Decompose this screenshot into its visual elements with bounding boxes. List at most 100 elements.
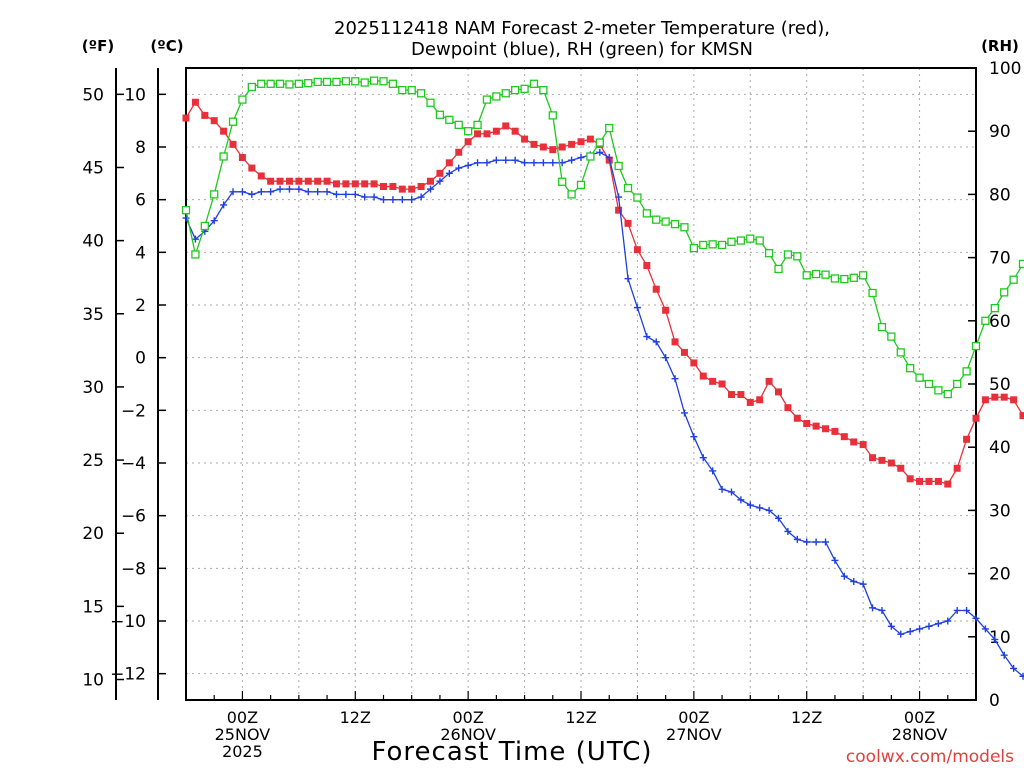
temperature-point: [530, 140, 538, 148]
fahrenheit-tick-label: 20: [82, 524, 104, 544]
rh-point: [764, 249, 774, 258]
temperature-point: [238, 154, 246, 162]
temperature-point: [803, 420, 811, 427]
dewpoint-point: [1019, 672, 1024, 680]
dewpoint-point: [624, 275, 632, 283]
rh-point: [840, 274, 849, 284]
rh-point: [783, 250, 793, 259]
rh-point: [304, 79, 313, 88]
dewpoint-point: [812, 538, 820, 546]
dewpoint-point: [756, 504, 764, 512]
temperature-point: [699, 372, 707, 380]
fahrenheit-tick-label: 30: [82, 378, 104, 398]
dewpoint-point: [577, 154, 585, 162]
rh-point: [332, 77, 341, 87]
dewpoint-point: [822, 538, 830, 546]
dewpoint-point: [417, 193, 425, 201]
dewpoint-point: [210, 217, 218, 225]
rh-point: [313, 77, 322, 87]
dewpoint-point: [1010, 664, 1018, 672]
temperature-point: [220, 127, 228, 135]
temperature-point: [916, 477, 924, 485]
celsius-tick-label: 8: [135, 138, 146, 158]
temperature-point: [511, 127, 519, 135]
temperature-point: [906, 475, 914, 483]
dewpoint-point: [332, 190, 340, 198]
dewpoint-point: [248, 190, 256, 198]
rh-point: [200, 221, 209, 231]
dewpoint-point: [897, 630, 905, 638]
temperature-point: [342, 180, 350, 188]
dewpoint-point: [671, 375, 679, 383]
credit-label: coolwx.com/models: [846, 747, 1014, 767]
temperature-point: [229, 140, 237, 148]
rh-point: [981, 316, 990, 325]
temperature-point: [408, 185, 416, 193]
temperature-point: [737, 391, 745, 399]
dewpoint-point: [605, 154, 613, 162]
fahrenheit-tick-label: 15: [82, 597, 104, 617]
temperature-point: [624, 219, 632, 227]
x-tick-label: 12Z: [565, 708, 596, 727]
rh-point: [558, 177, 567, 186]
rh-point: [971, 341, 981, 351]
rh-point: [793, 252, 802, 261]
fahrenheit-unit-label: (ºF): [82, 37, 114, 55]
temperature-point: [577, 138, 585, 146]
rh-point: [661, 217, 670, 226]
rh-tick-label: 20: [989, 565, 1011, 585]
dewpoint-point: [953, 606, 961, 614]
temperature-point: [436, 169, 444, 177]
rh-point: [398, 85, 407, 95]
dewpoint-point: [690, 433, 698, 441]
dewpoint-point: [483, 159, 491, 167]
rh-point: [482, 95, 492, 104]
temperature-point: [398, 185, 406, 193]
temperature-point: [1019, 412, 1024, 420]
temperature-point: [793, 414, 801, 422]
chart-title-line-2: Dewpoint (blue), RH (green) for KMSN: [411, 39, 753, 60]
temperature-point: [963, 435, 971, 443]
rh-point: [567, 190, 576, 199]
temperature-point: [568, 140, 576, 148]
dewpoint-point: [502, 156, 510, 164]
temperature-point: [427, 177, 435, 185]
x-tick-label: 12Z: [340, 708, 371, 727]
rh-point: [614, 161, 623, 171]
temperature-point: [370, 180, 378, 188]
temperature-point: [210, 117, 218, 125]
rh-point: [896, 348, 905, 357]
fahrenheit-tick-label: 10: [82, 671, 104, 691]
rh-point: [915, 373, 924, 382]
rh-point: [849, 273, 858, 282]
rh-point: [294, 79, 304, 88]
dewpoint-point: [596, 148, 604, 156]
temperature-point: [784, 404, 792, 412]
temperature-point: [652, 285, 660, 293]
dewpoint-point: [474, 159, 482, 167]
dewpoint-point: [840, 572, 848, 580]
rh-tick-label: 60: [989, 312, 1011, 332]
dewpoint-point: [398, 196, 406, 204]
dewpoint-point: [831, 556, 839, 564]
dewpoint-point: [991, 635, 999, 643]
dewpoint-point: [803, 538, 811, 546]
dewpoint-point: [633, 304, 641, 312]
dewpoint-point: [436, 177, 444, 185]
x-tick-label: 00Z: [227, 708, 258, 727]
temperature-point: [558, 143, 566, 151]
temperature-point: [380, 183, 387, 190]
rh-tick-label: 100: [989, 59, 1021, 79]
temperature-point: [944, 480, 952, 488]
dewpoint-point: [775, 514, 782, 522]
x-tick-label: 12Z: [791, 708, 822, 727]
temperature-point: [464, 138, 472, 146]
rh-point: [360, 78, 369, 87]
rh-point: [670, 219, 680, 229]
temperature-point: [455, 148, 463, 156]
rh-point: [642, 209, 651, 218]
temperature-point: [887, 459, 895, 467]
temperature-point: [662, 306, 670, 314]
temperature-point: [248, 164, 256, 172]
dewpoint-point: [285, 185, 293, 193]
